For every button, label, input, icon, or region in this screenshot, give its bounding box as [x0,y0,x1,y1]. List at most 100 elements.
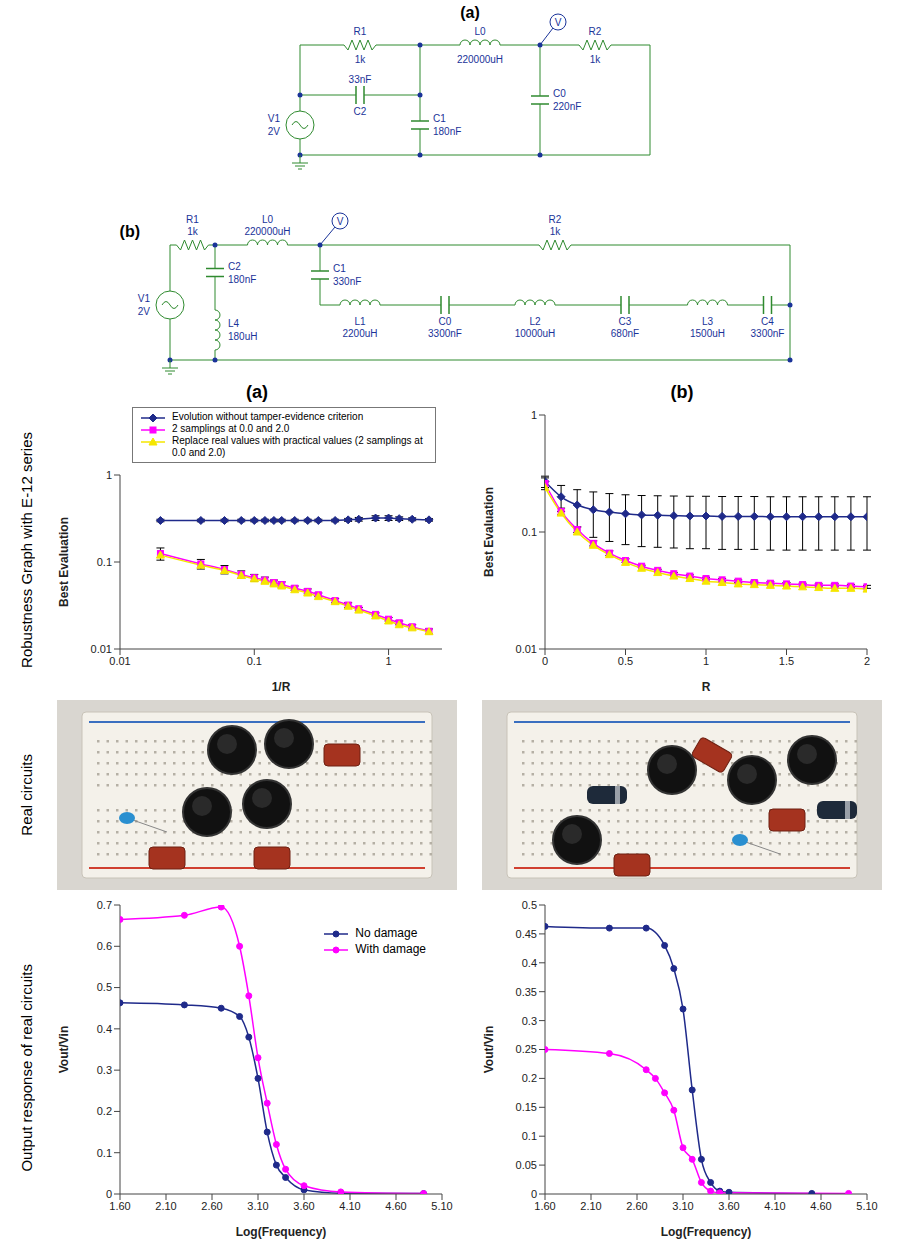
svg-text:3.10: 3.10 [672,1200,693,1212]
svg-text:2.10: 2.10 [580,1200,601,1212]
svg-text:0.05: 0.05 [516,1159,537,1171]
svg-text:2V: 2V [138,306,151,317]
svg-text:4.10: 4.10 [339,1200,360,1212]
svg-text:2.60: 2.60 [626,1200,647,1212]
svg-text:2V: 2V [268,126,281,137]
svg-text:1k: 1k [355,54,367,65]
svg-text:2200uH: 2200uH [342,328,377,339]
svg-text:R2: R2 [549,214,562,225]
svg-text:1500uH: 1500uH [690,328,725,339]
svg-text:0.3: 0.3 [97,1064,112,1076]
svg-text:0.01: 0.01 [91,643,112,655]
svg-text:0.5: 0.5 [97,981,112,993]
svg-text:V1: V1 [138,293,151,304]
svg-text:3.60: 3.60 [293,1200,314,1212]
svg-text:1: 1 [703,655,709,667]
svg-text:L1: L1 [354,316,366,327]
svg-text:3.60: 3.60 [718,1200,739,1212]
svg-text:0.4: 0.4 [97,1023,112,1035]
svg-text:1: 1 [531,409,537,421]
svg-text:L4: L4 [228,318,240,329]
svg-text:0: 0 [531,1188,537,1200]
svg-text:3300nF: 3300nF [751,328,785,339]
svg-text:4.10: 4.10 [764,1200,785,1212]
svg-text:V: V [555,17,562,28]
svg-text:180nF: 180nF [228,274,256,285]
svg-text:(b): (b) [120,223,140,240]
svg-text:L0: L0 [262,214,274,225]
svg-text:Best Evaluation: Best Evaluation [57,517,71,607]
svg-text:220000uH: 220000uH [244,226,290,237]
svg-text:1.60: 1.60 [534,1200,555,1212]
svg-text:1.60: 1.60 [109,1200,130,1212]
svg-text:L2: L2 [529,316,541,327]
svg-text:R2: R2 [589,26,602,37]
svg-text:330nF: 330nF [333,276,361,287]
svg-text:0.15: 0.15 [516,1101,537,1113]
svg-text:10000uH: 10000uH [515,328,556,339]
svg-text:3.10: 3.10 [247,1200,268,1212]
svg-text:0.1: 0.1 [97,1147,112,1159]
svg-text:220nF: 220nF [553,101,581,112]
svg-text:0.25: 0.25 [516,1043,537,1055]
svg-text:2.60: 2.60 [201,1200,222,1212]
svg-text:680nF: 680nF [611,328,639,339]
svg-text:0.3: 0.3 [522,1015,537,1027]
svg-text:R1: R1 [186,214,199,225]
svg-text:Log(Frequency): Log(Frequency) [236,1225,327,1239]
svg-text:1: 1 [386,655,392,667]
svg-text:L3: L3 [702,316,714,327]
svg-text:2: 2 [864,655,870,667]
svg-text:L0: L0 [474,26,486,37]
svg-text:0.01: 0.01 [109,655,130,667]
svg-text:0: 0 [542,655,548,667]
svg-text:C1: C1 [433,113,446,124]
svg-text:C0: C0 [439,316,452,327]
svg-text:0: 0 [106,1188,112,1200]
svg-text:C3: C3 [619,316,632,327]
svg-text:3300nF: 3300nF [428,328,462,339]
svg-text:0.6: 0.6 [97,940,112,952]
svg-text:5.10: 5.10 [856,1200,877,1212]
svg-text:33nF: 33nF [349,74,372,85]
svg-text:0.4: 0.4 [522,957,537,969]
svg-text:Log(Frequency): Log(Frequency) [661,1225,752,1239]
svg-text:1/R: 1/R [272,680,291,694]
svg-text:0.1: 0.1 [247,655,262,667]
svg-text:0.7: 0.7 [97,899,112,911]
svg-text:C4: C4 [761,316,774,327]
svg-text:C2: C2 [354,106,367,117]
svg-text:0.2: 0.2 [97,1105,112,1117]
svg-text:R1: R1 [354,26,367,37]
svg-text:2.10: 2.10 [155,1200,176,1212]
svg-text:5.10: 5.10 [431,1200,452,1212]
svg-text:1k: 1k [550,226,562,237]
svg-text:0.01: 0.01 [516,643,537,655]
svg-text:0.35: 0.35 [516,986,537,998]
svg-text:180nF: 180nF [433,126,461,137]
svg-text:4.60: 4.60 [385,1200,406,1212]
svg-text:180uH: 180uH [228,331,257,342]
svg-text:0.2: 0.2 [522,1072,537,1084]
svg-text:1k: 1k [590,54,602,65]
svg-text:0.1: 0.1 [522,1130,537,1142]
svg-text:C2: C2 [228,261,241,272]
svg-text:0.5: 0.5 [618,655,633,667]
svg-text:220000uH: 220000uH [457,54,503,65]
svg-text:0.45: 0.45 [516,928,537,940]
svg-text:0.5: 0.5 [522,899,537,911]
svg-text:C1: C1 [333,263,346,274]
svg-text:1k: 1k [187,226,199,237]
svg-text:Vout/Vin: Vout/Vin [482,1026,496,1074]
svg-text:0.1: 0.1 [522,526,537,538]
svg-text:4.60: 4.60 [810,1200,831,1212]
svg-text:1.5: 1.5 [779,655,794,667]
svg-text:Vout/Vin: Vout/Vin [57,1026,71,1074]
svg-text:C0: C0 [553,88,566,99]
svg-text:V: V [337,216,344,227]
svg-text:V1: V1 [268,113,281,124]
svg-text:R: R [702,680,711,694]
svg-text:(a): (a) [460,4,480,21]
svg-text:0.1: 0.1 [97,556,112,568]
svg-text:1: 1 [106,469,112,481]
